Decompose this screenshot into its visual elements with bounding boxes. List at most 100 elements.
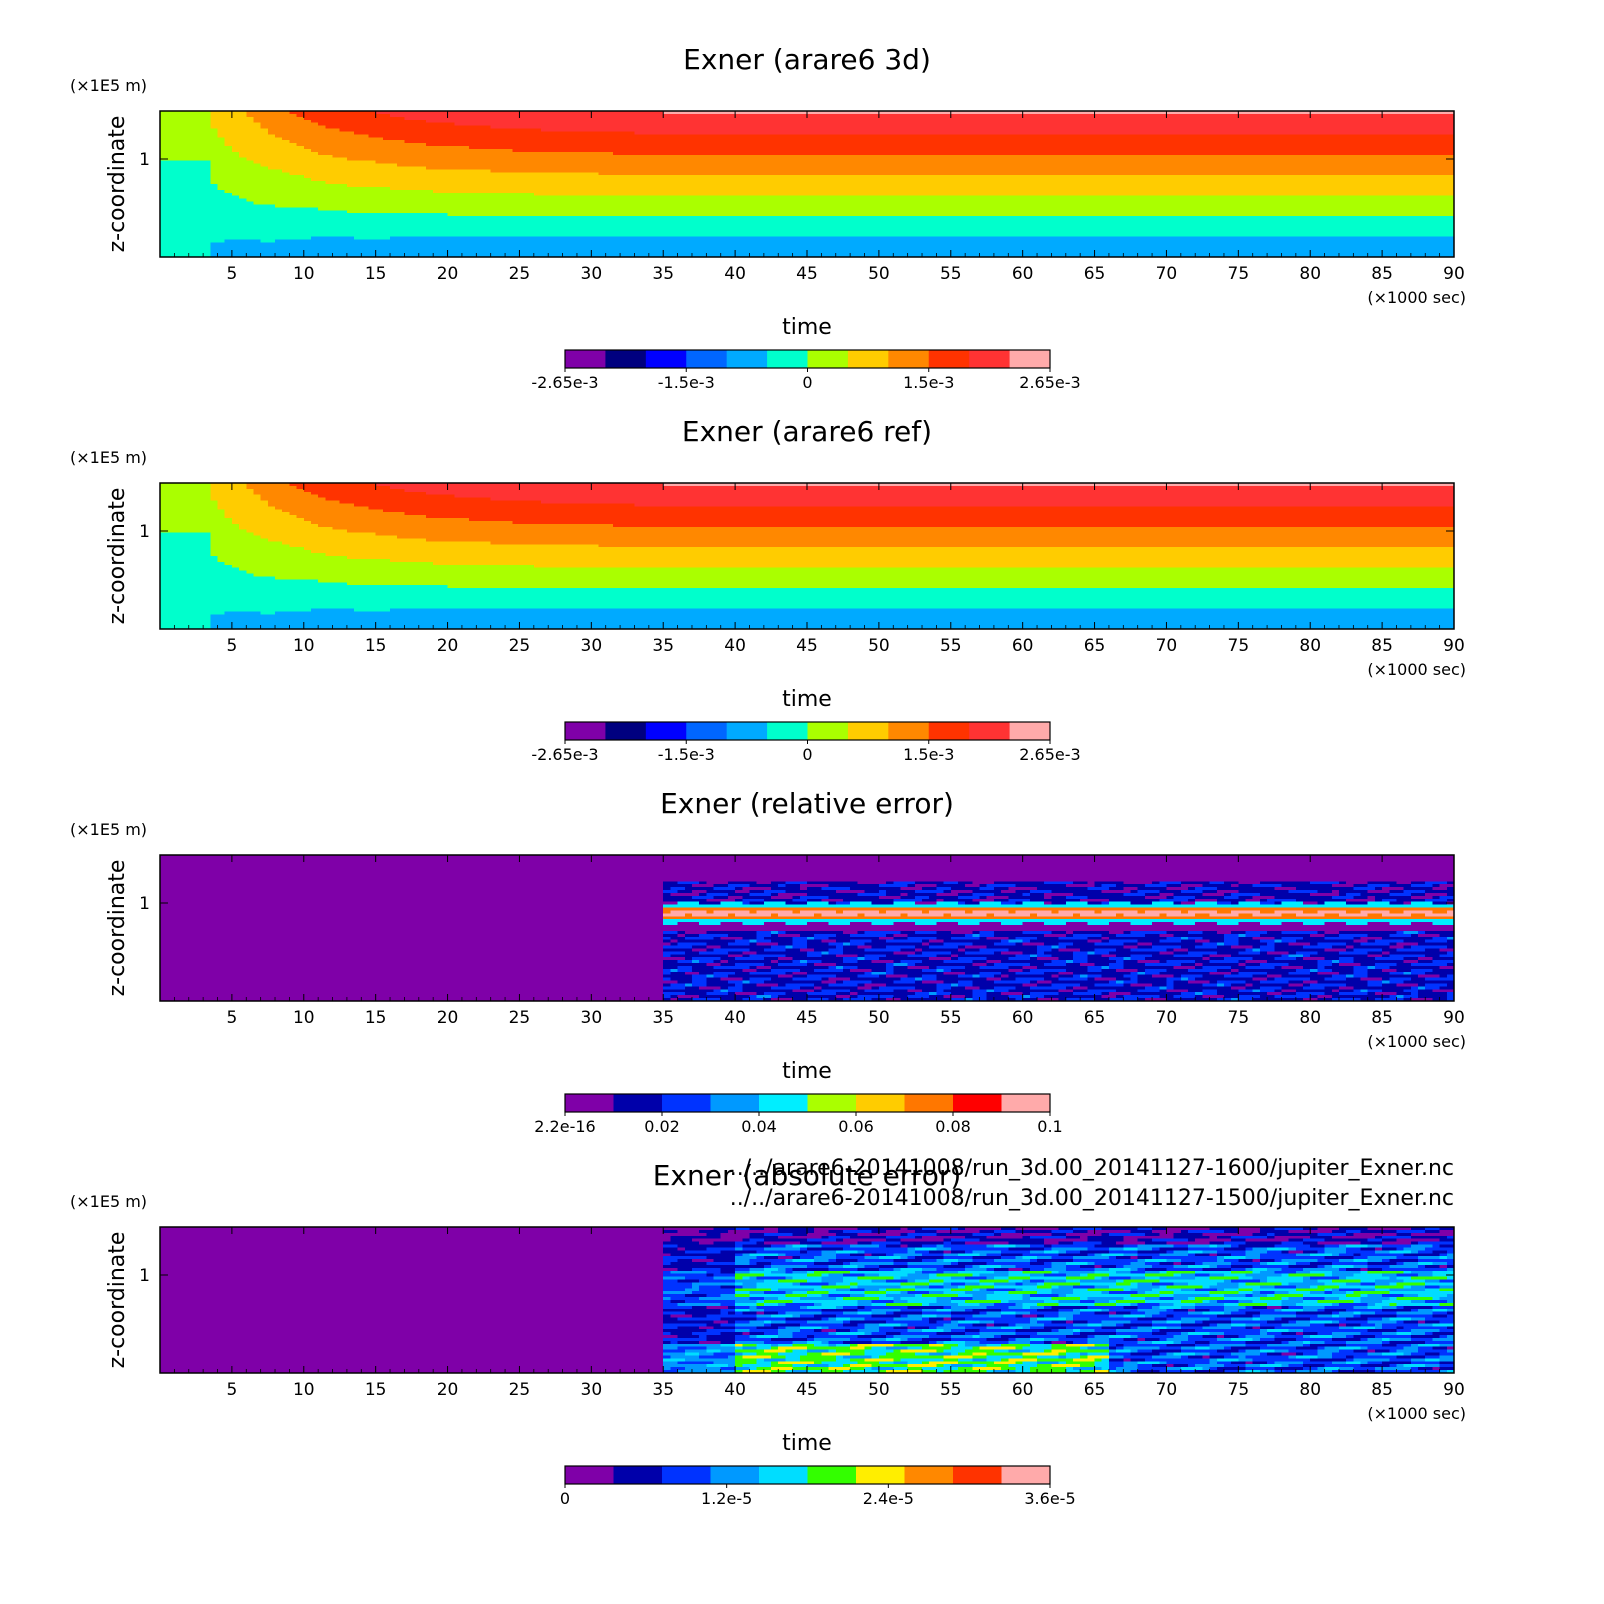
- heatmap-cell: [397, 151, 406, 156]
- heatmap-cell: [167, 163, 175, 168]
- heatmap-cell: [404, 254, 413, 258]
- heatmap-cell: [181, 134, 190, 138]
- heatmap-cell: [231, 137, 240, 141]
- heatmap-cell: [296, 148, 305, 153]
- heatmap-cell: [390, 195, 398, 200]
- heatmap-cell: [260, 221, 269, 226]
- heatmap-cell: [160, 248, 168, 252]
- heatmap-cell: [361, 224, 370, 229]
- heatmap-cell: [346, 221, 355, 226]
- heatmap-cell: [296, 210, 305, 214]
- heatmap-cell: [404, 210, 413, 214]
- heatmap-cell: [181, 137, 190, 141]
- heatmap-cell: [397, 131, 406, 135]
- heatmap-cell: [346, 119, 355, 124]
- heatmap-cell: [188, 198, 197, 203]
- heatmap-cell: [260, 248, 269, 252]
- heatmap-cell: [303, 172, 312, 176]
- heatmap-cell: [303, 166, 312, 170]
- heatmap-cell: [425, 175, 434, 179]
- heatmap-cell: [253, 122, 262, 127]
- heatmap-cell: [411, 239, 420, 243]
- heatmap-cell: [354, 131, 362, 135]
- heatmap-cell: [368, 221, 377, 226]
- heatmap-cell: [203, 122, 211, 127]
- heatmap-cell: [318, 189, 326, 194]
- heatmap-cell: [332, 172, 341, 176]
- heatmap-cell: [339, 128, 348, 133]
- heatmap-cell: [282, 111, 290, 115]
- heatmap-cell: [346, 224, 355, 229]
- heatmap-cell: [382, 137, 391, 141]
- heatmap-cell: [361, 233, 370, 238]
- heatmap-cell: [354, 207, 362, 211]
- heatmap-cell: [318, 131, 326, 135]
- heatmap-cell: [397, 192, 406, 197]
- heatmap-cell: [296, 143, 305, 147]
- heatmap-cell: [246, 219, 255, 223]
- heatmap-cell: [217, 143, 226, 147]
- heatmap-cell: [425, 148, 434, 153]
- heatmap-cell: [404, 186, 413, 191]
- heatmap-cell: [375, 169, 384, 173]
- heatmap-cell: [332, 131, 341, 135]
- heatmap-cell: [181, 163, 190, 168]
- heatmap-cell: [275, 248, 283, 252]
- heatmap-cell: [224, 146, 233, 150]
- heatmap-cell: [275, 116, 283, 121]
- heatmap-cell: [195, 219, 204, 223]
- heatmap-cell: [339, 207, 348, 211]
- heatmap-cell: [174, 239, 183, 243]
- heatmap-cell: [195, 122, 204, 127]
- heatmap-cell: [418, 175, 427, 179]
- heatmap-cell: [325, 169, 334, 173]
- heatmap-cell: [390, 119, 398, 124]
- heatmap-cell: [224, 143, 233, 147]
- heatmap-cell: [382, 181, 391, 185]
- heatmap-cell: [246, 245, 255, 249]
- heatmap-cell: [167, 242, 175, 246]
- heatmap-cell: [325, 131, 334, 135]
- heatmap-cell: [404, 154, 413, 159]
- heatmap-cell: [289, 210, 298, 214]
- heatmap-cell: [418, 198, 427, 203]
- heatmap-cell: [188, 116, 197, 121]
- heatmap-cell: [195, 210, 204, 214]
- heatmap-cell: [303, 140, 312, 144]
- heatmap-cell: [195, 245, 204, 249]
- heatmap-cell: [375, 213, 384, 217]
- heatmap-cell: [303, 192, 312, 197]
- heatmap-cell: [425, 204, 434, 208]
- heatmap-cell: [217, 189, 226, 194]
- heatmap-cell: [260, 245, 269, 249]
- heatmap-cell: [397, 148, 406, 153]
- heatmap-cell: [160, 221, 168, 226]
- heatmap-cell: [375, 113, 384, 118]
- heatmap-cell: [296, 227, 305, 232]
- heatmap-cell: [267, 181, 276, 185]
- heatmap-cell: [404, 140, 413, 144]
- heatmap-cell: [167, 254, 175, 258]
- heatmap-cell: [217, 131, 226, 135]
- heatmap-cell: [160, 178, 168, 182]
- heatmap-cell: [260, 242, 269, 246]
- heatmap-cell: [332, 248, 341, 252]
- heatmap-cell: [231, 181, 240, 185]
- heatmap-cell: [282, 143, 290, 147]
- heatmap-cell: [404, 160, 413, 165]
- heatmap-cell: [425, 189, 434, 194]
- heatmap-cell: [354, 172, 362, 176]
- heatmap-cell: [160, 119, 168, 124]
- heatmap-cell: [246, 119, 255, 124]
- heatmap-cell: [418, 248, 427, 252]
- heatmap-cell: [231, 207, 240, 211]
- heatmap-cell: [210, 151, 219, 156]
- heatmap-cell: [397, 146, 406, 150]
- heatmap-cell: [217, 198, 226, 203]
- heatmap-cell: [339, 140, 348, 144]
- heatmap-cell: [397, 227, 406, 232]
- heatmap-cell: [217, 169, 226, 173]
- heatmap-cell: [318, 137, 326, 141]
- heatmap-cell: [361, 204, 370, 208]
- heatmap-cell: [397, 160, 406, 165]
